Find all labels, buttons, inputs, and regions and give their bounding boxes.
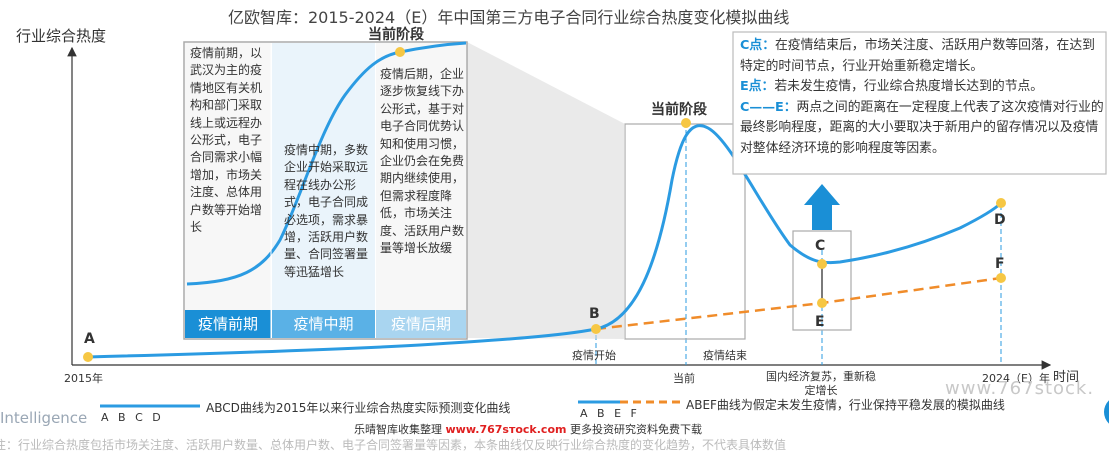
inset-col1-text: 疫情前期，以武汉为主的疫情地区有关机构和部门采取线上或远程办公形式，电子合同需求… — [190, 46, 263, 235]
x-tick-present: 当前 — [673, 372, 695, 385]
phase-bar-2 — [272, 310, 375, 338]
inset-col2-bg — [272, 43, 375, 310]
peak-marker — [681, 118, 691, 128]
inset-col2-text: 疫情中期，多数企业开始采取远程在线办公形式，电子合同成必选项，需求暴增，活跃用户… — [284, 143, 369, 279]
footnote: 注：行业综合热度包括市场关注度、活跃用户数量、总体用户数、电子合同签署量等因素，… — [0, 438, 787, 452]
inset-curve — [186, 41, 467, 286]
x-tick-recovery: 国内经济复苏，重新稳定增长 — [766, 370, 876, 397]
annotation-text: C点：在疫情结束后，市场关注度、活跃用户数等回落，在达到特定的时间节点，行业开始… — [740, 36, 1104, 159]
phase-bar-3 — [376, 310, 466, 338]
up-arrow-icon — [804, 184, 840, 230]
inset-peak-marker — [395, 47, 405, 57]
phase-bar-1 — [185, 310, 271, 338]
chart-title: 亿欧智库：2015-2024（E）年中国第三方电子合同行业综合热度变化模拟曲线 — [228, 8, 790, 27]
inset-stage-label: 当前阶段 — [368, 27, 424, 43]
watermark: www.767stock. — [945, 378, 1095, 399]
credit-line: 乐晴智库收集整理 www.767sтock.com 更多投资研究资料免费下载 — [354, 421, 702, 437]
point-e-label: E — [815, 314, 825, 330]
brand-fragment: Intelligence — [0, 409, 88, 427]
inset-col3-text: 疫情后期，企业逐步恢复线下办公形式，基于对电子合同优势认知和使用习惯，企业仍会在… — [380, 67, 465, 256]
annotation-e-key: E点： — [740, 79, 775, 94]
phase-label-3: 疫情后期 — [390, 315, 451, 333]
point-a-label: A — [84, 331, 95, 347]
point-c-label: C — [815, 238, 826, 254]
legend-abcd-text: ABCD曲线为2015年以来行业综合热度实际预测变化曲线 — [206, 401, 511, 415]
edge-decoration — [1104, 400, 1109, 424]
inset-col3-bg — [376, 43, 466, 310]
point-d-marker — [996, 198, 1006, 208]
y-axis-label: 行业综合热度 — [16, 27, 107, 45]
phase-label-1: 疫情前期 — [197, 315, 258, 333]
current-stage-frame — [624, 123, 746, 340]
zoom-connector — [467, 42, 625, 339]
credit-prefix: 乐晴智库收集整理 — [354, 423, 442, 436]
annotation-c-key: C点： — [740, 38, 775, 53]
annotation-ce-key: C——E： — [740, 99, 797, 115]
annotation-c-text: 在疫情结束后，市场关注度、活跃用户数等回落，在达到特定的时间节点，行业开始重新稳… — [740, 38, 1095, 74]
x-tick-2024: 2024（E）年 — [982, 372, 1050, 385]
legend-abef-text: ABEF曲线为假定未发生疫情，行业保持平稳发展的模拟曲线 — [686, 398, 1005, 412]
annotation-box — [732, 31, 1107, 175]
series-abef-line — [595, 276, 1002, 331]
x-axis-label: 时间 — [1053, 370, 1080, 385]
point-e-marker — [817, 298, 827, 308]
phase-label-2: 疫情中期 — [293, 315, 354, 333]
point-c-marker — [817, 259, 827, 269]
x-tick-epidemic-start: 疫情开始 — [572, 349, 616, 362]
legend-abcd-markers: A B C D — [101, 411, 161, 424]
current-stage-label: 当前阶段 — [651, 102, 707, 118]
point-f-label: F — [995, 256, 1005, 272]
point-b-marker — [591, 324, 601, 334]
credit-site: www.767sтock.com — [445, 423, 567, 436]
ce-frame — [792, 230, 852, 331]
point-f-marker — [996, 273, 1006, 283]
point-a-marker — [83, 352, 93, 362]
annotation-e-text: 若未发生疫情，行业综合热度增长达到的节点。 — [774, 79, 1044, 94]
point-d-label: D — [994, 212, 1006, 228]
series-abcd-line — [87, 124, 1003, 359]
legend-abef-markers: A B E F — [580, 407, 637, 420]
annotation-ce-text: 两点之间的距离在一定程度上代表了这次疫情对行业的最终影响程度，距离的大小要取决于… — [740, 99, 1104, 156]
x-tick-epidemic-end: 疫情结束 — [703, 349, 747, 362]
point-b-label: B — [589, 306, 600, 322]
x-tick-2015: 2015年 — [64, 372, 103, 385]
credit-suffix: 更多投资研究资料免费下载 — [569, 423, 702, 436]
